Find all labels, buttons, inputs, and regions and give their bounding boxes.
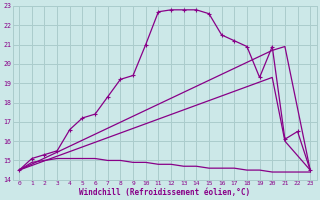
- X-axis label: Windchill (Refroidissement éolien,°C): Windchill (Refroidissement éolien,°C): [79, 188, 250, 197]
